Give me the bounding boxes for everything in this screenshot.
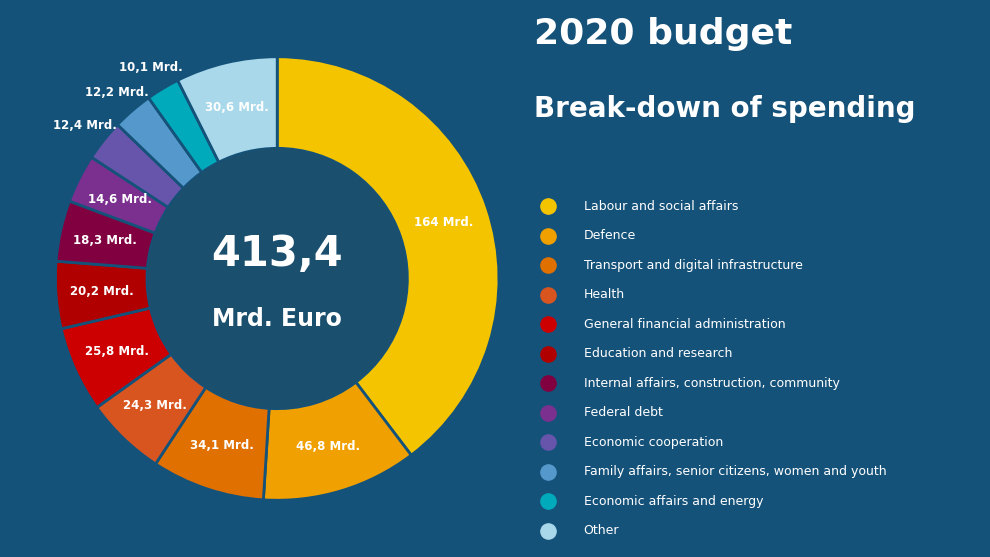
Text: 12,4 Mrd.: 12,4 Mrd. [52,119,117,132]
Text: Mrd. Euro: Mrd. Euro [212,307,343,331]
Point [541,526,556,535]
Wedge shape [178,57,277,162]
Point [541,290,556,299]
Text: Education and research: Education and research [584,347,732,360]
Text: Economic affairs and energy: Economic affairs and energy [584,495,763,508]
Text: Other: Other [584,524,619,538]
Point [541,438,556,447]
Wedge shape [56,201,155,268]
Wedge shape [91,125,183,207]
Text: 46,8 Mrd.: 46,8 Mrd. [296,441,360,453]
Point [541,467,556,476]
Text: 14,6 Mrd.: 14,6 Mrd. [88,193,152,206]
Text: Defence: Defence [584,229,636,242]
Text: Family affairs, senior citizens, women and youth: Family affairs, senior citizens, women a… [584,465,886,478]
Wedge shape [263,382,411,500]
Wedge shape [148,80,219,173]
Text: 164 Mrd.: 164 Mrd. [414,216,473,229]
Point [541,202,556,211]
Wedge shape [97,354,206,464]
Wedge shape [155,387,269,500]
Point [541,261,556,270]
Circle shape [148,148,407,409]
Text: Break-down of spending: Break-down of spending [534,95,916,123]
Wedge shape [69,157,168,233]
Point [541,408,556,417]
Text: 413,4: 413,4 [212,233,343,275]
Wedge shape [277,57,499,455]
Text: Economic cooperation: Economic cooperation [584,436,723,449]
Text: General financial administration: General financial administration [584,317,785,331]
Text: 25,8 Mrd.: 25,8 Mrd. [85,345,148,358]
Wedge shape [61,308,171,408]
Text: 20,2 Mrd.: 20,2 Mrd. [70,285,134,298]
Text: Internal affairs, construction, community: Internal affairs, construction, communit… [584,377,840,390]
Text: 24,3 Mrd.: 24,3 Mrd. [124,399,187,412]
Text: Federal debt: Federal debt [584,406,662,419]
Text: Health: Health [584,288,625,301]
Point [541,231,556,240]
Wedge shape [118,98,202,188]
Point [541,379,556,388]
Text: 30,6 Mrd.: 30,6 Mrd. [205,101,268,114]
Text: Labour and social affairs: Labour and social affairs [584,199,739,213]
Text: 18,3 Mrd.: 18,3 Mrd. [73,234,138,247]
Text: 34,1 Mrd.: 34,1 Mrd. [190,439,253,452]
Text: 2020 budget: 2020 budget [534,17,792,51]
Wedge shape [55,261,150,329]
Text: 12,2 Mrd.: 12,2 Mrd. [85,86,148,99]
Text: 10,1 Mrd.: 10,1 Mrd. [119,61,182,74]
Point [541,320,556,329]
Point [541,349,556,358]
Point [541,497,556,506]
Text: Transport and digital infrastructure: Transport and digital infrastructure [584,258,803,272]
